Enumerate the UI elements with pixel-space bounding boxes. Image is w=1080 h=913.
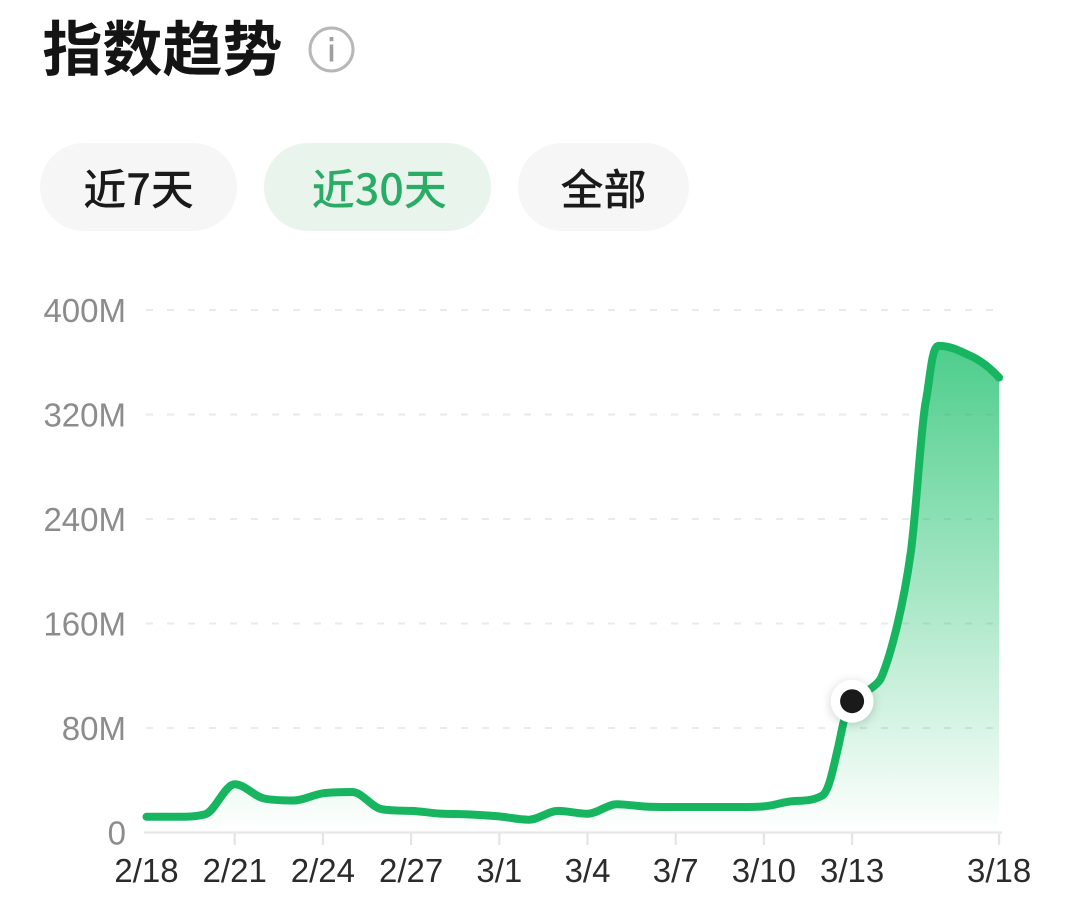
svg-text:3/4: 3/4 bbox=[565, 852, 611, 889]
svg-text:3/13: 3/13 bbox=[820, 852, 884, 889]
svg-text:2/21: 2/21 bbox=[203, 852, 267, 889]
svg-text:400M: 400M bbox=[43, 292, 126, 329]
svg-text:2/27: 2/27 bbox=[379, 852, 443, 889]
svg-text:2/24: 2/24 bbox=[291, 852, 355, 889]
svg-text:160M: 160M bbox=[43, 606, 126, 643]
svg-text:3/7: 3/7 bbox=[653, 852, 699, 889]
svg-text:80M: 80M bbox=[62, 710, 126, 747]
svg-text:0: 0 bbox=[108, 815, 126, 852]
svg-text:240M: 240M bbox=[43, 501, 126, 538]
svg-text:3/18: 3/18 bbox=[967, 852, 1031, 889]
svg-text:3/10: 3/10 bbox=[732, 852, 796, 889]
svg-text:320M: 320M bbox=[43, 397, 126, 434]
svg-text:2/18: 2/18 bbox=[114, 852, 178, 889]
svg-text:3/1: 3/1 bbox=[476, 852, 522, 889]
